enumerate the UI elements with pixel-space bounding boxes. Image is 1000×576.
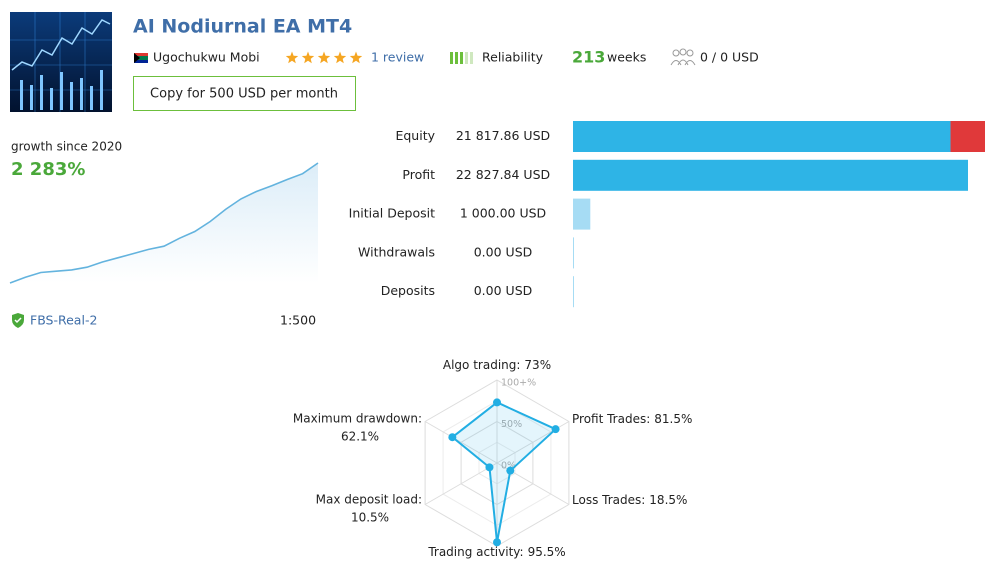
rating-stars: [285, 51, 363, 64]
balance-bar-overflow: [950, 121, 985, 152]
radar-tick-label: 50%: [501, 419, 522, 430]
radar-label-line: Algo trading: 73%: [443, 358, 551, 372]
radar-value: 73%: [524, 358, 551, 372]
weeks-count: 213: [572, 48, 605, 67]
radar-label-line: Loss Trades: 18.5%: [572, 493, 687, 507]
radar-label-line: Profit Trades: 81.5%: [572, 412, 692, 426]
radar-label: Maximum drawdown:: [293, 412, 422, 426]
radar-point: [493, 398, 501, 407]
subscribers: 0 / 0 USD: [700, 50, 759, 65]
balance-label: Initial Deposit: [349, 206, 435, 221]
weeks-label: weeks: [607, 50, 646, 65]
reliability-label: Reliability: [482, 50, 544, 65]
balance-bar: [573, 121, 951, 152]
star: [301, 51, 315, 64]
balance-bar: [573, 159, 968, 191]
balance-label: Withdrawals: [358, 244, 435, 259]
reliability-icon: [450, 52, 473, 64]
balance-bars: Equity 21 817.86 USD Profit 22 827.84 USD In…: [349, 121, 985, 308]
balance-value: 1 000.00 USD: [460, 206, 546, 221]
balance-bar: [573, 276, 574, 308]
radar-label: Trading activity:: [427, 545, 523, 559]
balance-bar: [573, 237, 574, 269]
radar-point: [448, 433, 457, 442]
subscribers-icon: [670, 48, 696, 66]
balance-value: 0.00 USD: [474, 283, 533, 298]
balance-value: 21 817.86 USD: [456, 128, 550, 143]
radar-label: Profit Trades:: [572, 412, 650, 426]
radar-value: 81.5%: [654, 412, 692, 426]
balance-label: Profit: [402, 167, 435, 182]
flag-icon: [134, 53, 148, 63]
title: AI Nodiurnal EA MT4: [133, 16, 352, 38]
balance-value: 22 827.84 USD: [456, 167, 550, 182]
balance-bar: [573, 198, 591, 230]
star: [349, 51, 363, 64]
radar-value: 62.1%: [341, 430, 379, 444]
star: [285, 51, 299, 64]
reviews-link[interactable]: 1 review: [371, 50, 424, 65]
radar-label: Max deposit load:: [316, 493, 422, 507]
radar-point: [493, 538, 501, 547]
growth-area: [10, 163, 318, 283]
radar-point: [506, 466, 515, 475]
radar-point: [551, 425, 560, 434]
radar-label: Loss Trades:: [572, 493, 645, 507]
copy-button[interactable]: Copy for 500 USD per month: [133, 76, 356, 111]
balance-label: Deposits: [381, 283, 435, 298]
radar-value: 18.5%: [649, 493, 687, 507]
radar-spoke: [424, 421, 498, 464]
radar-value: 95.5%: [528, 545, 566, 559]
balance-label: Equity: [395, 128, 435, 143]
radar-tick-label: 100+%: [501, 378, 536, 389]
balance-value: 0.00 USD: [474, 244, 533, 259]
avatar: [10, 12, 112, 112]
server-icon: [12, 313, 24, 328]
growth-line: [9, 162, 319, 284]
radar-value: 10.5%: [351, 511, 389, 525]
copy-button-label[interactable]: Copy for 500 USD per month: [150, 87, 338, 102]
star: [333, 51, 347, 64]
growth-chart: [9, 162, 319, 284]
leverage: 1:500: [280, 313, 316, 328]
radar-label-line: Trading activity: 95.5%: [427, 545, 565, 559]
radar-label: Algo trading:: [443, 358, 521, 372]
radar-tick-label: 0%: [501, 461, 516, 472]
radar-chart: 100+% 50% 0% Algo trading: 73% Profit Trades:…: [293, 358, 692, 559]
growth-label: growth since 2020: [11, 140, 122, 154]
growth-value: 2 283%: [11, 159, 85, 180]
author[interactable]: Ugochukwu Mobi: [153, 50, 260, 65]
star: [317, 51, 331, 64]
server[interactable]: FBS-Real-2: [30, 313, 97, 328]
radar-point: [485, 463, 494, 472]
radar-spoke: [424, 462, 498, 505]
